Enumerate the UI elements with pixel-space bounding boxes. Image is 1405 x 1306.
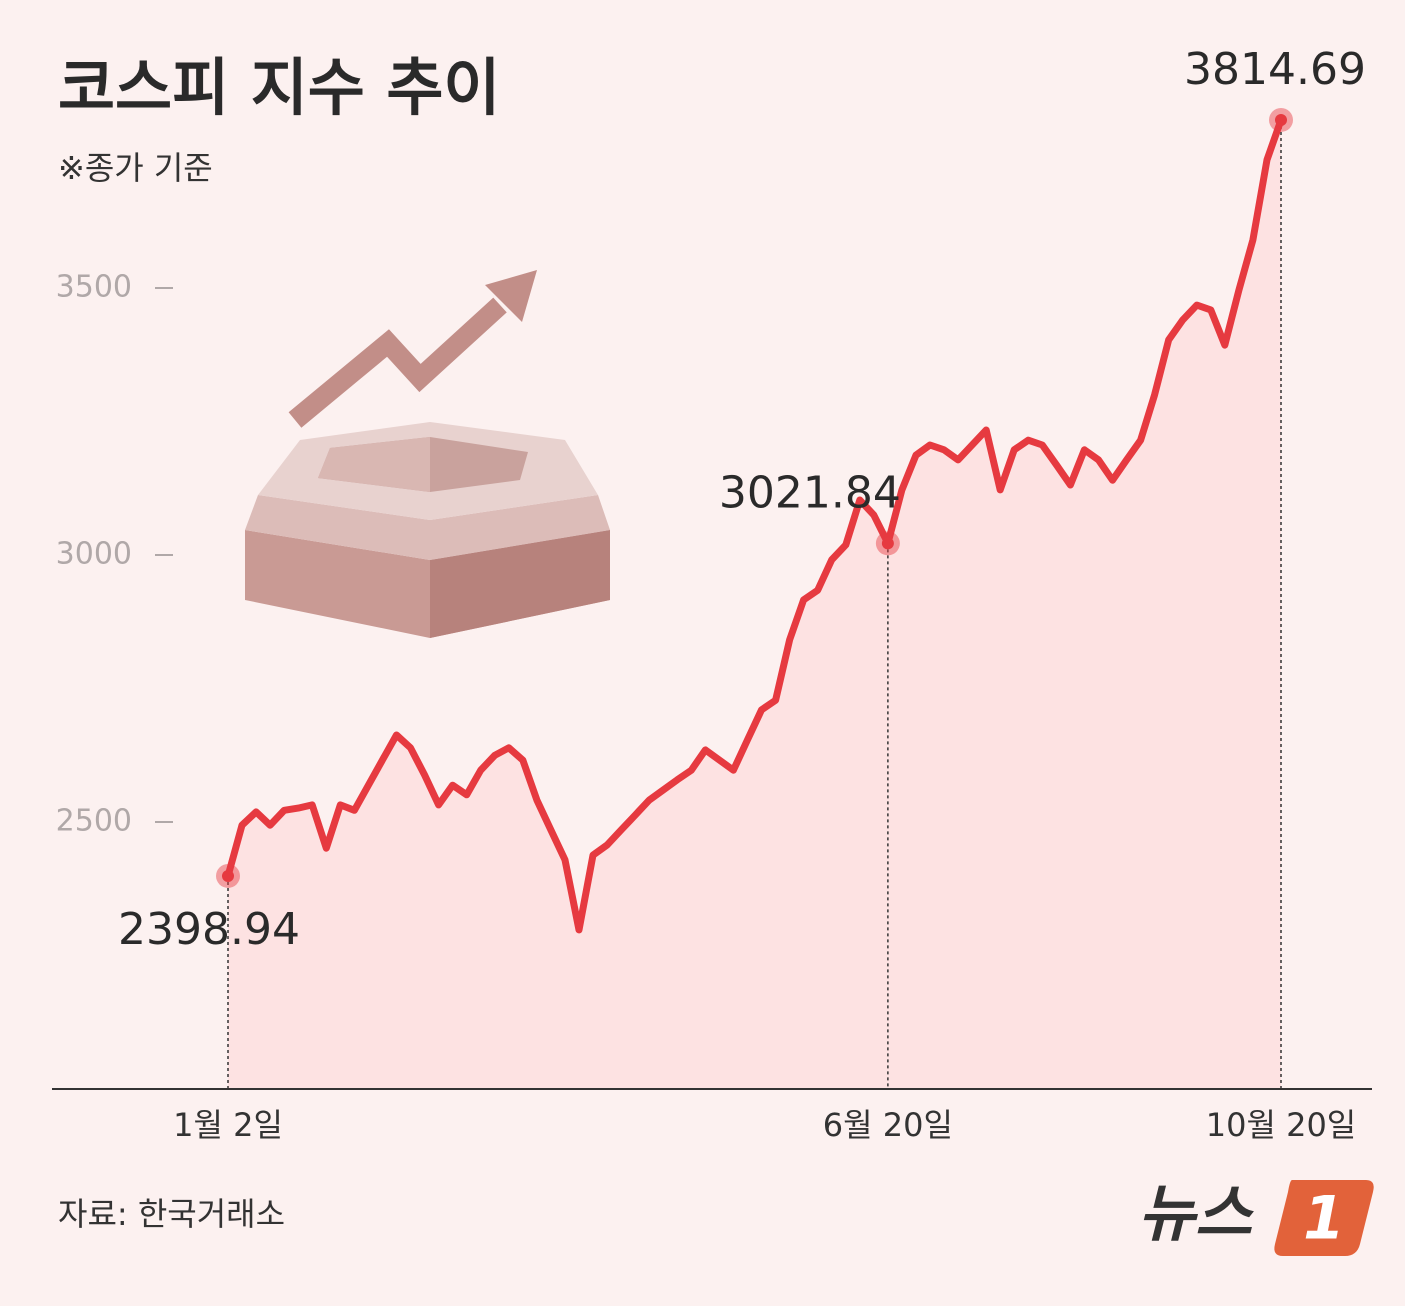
y-tick-label: 3000 — [56, 537, 132, 572]
point — [222, 869, 234, 882]
logo-text: 뉴스 — [1138, 1177, 1254, 1250]
chart-title: 코스피 지수 추이 — [58, 51, 500, 124]
logo: 뉴스 1 — [1138, 1177, 1374, 1256]
data-label: 2398.94 — [118, 904, 300, 955]
logo-badge — [1274, 1180, 1374, 1256]
data-label: 3021.84 — [719, 467, 901, 518]
chart-subtitle: ※종가 기준 — [58, 149, 213, 187]
point — [1275, 113, 1287, 126]
area — [228, 120, 1281, 1089]
x-tick-label: 1월 2일 — [173, 1106, 283, 1144]
x-tick-label: 6월 20일 — [823, 1106, 953, 1144]
logo-number: 1 — [1303, 1184, 1345, 1254]
illustration — [245, 270, 610, 638]
y-tick-label: 3500 — [56, 270, 132, 305]
y-tick-label: 2500 — [56, 804, 132, 839]
line — [224, 116, 1285, 934]
x-tick-label: 10월 20일 — [1206, 1106, 1357, 1144]
source: 자료: 한국거래소 — [58, 1195, 285, 1233]
point — [881, 537, 894, 550]
data-label: 3814.69 — [1184, 44, 1366, 95]
